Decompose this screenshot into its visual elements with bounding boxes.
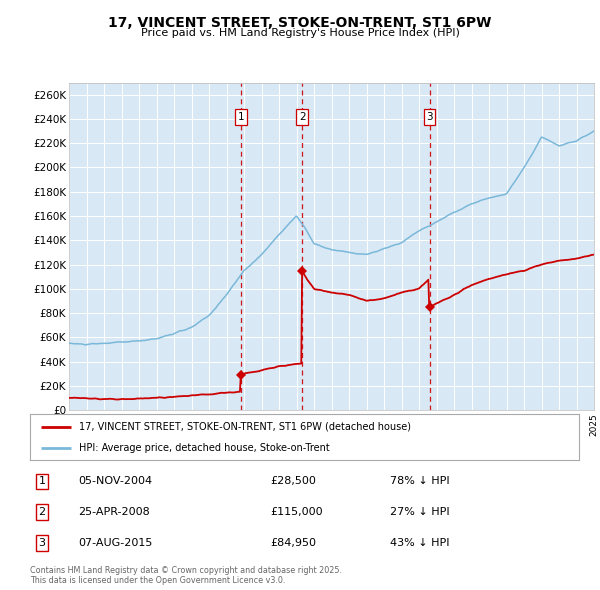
Text: 17, VINCENT STREET, STOKE-ON-TRENT, ST1 6PW: 17, VINCENT STREET, STOKE-ON-TRENT, ST1 … bbox=[109, 16, 491, 30]
Text: Contains HM Land Registry data © Crown copyright and database right 2025.
This d: Contains HM Land Registry data © Crown c… bbox=[30, 566, 342, 585]
Text: £115,000: £115,000 bbox=[270, 507, 323, 517]
Text: 05-NOV-2004: 05-NOV-2004 bbox=[78, 477, 152, 486]
Text: 07-AUG-2015: 07-AUG-2015 bbox=[78, 538, 152, 548]
Text: 3: 3 bbox=[426, 112, 433, 122]
Text: 3: 3 bbox=[38, 538, 46, 548]
Text: 78% ↓ HPI: 78% ↓ HPI bbox=[390, 477, 449, 486]
Text: 43% ↓ HPI: 43% ↓ HPI bbox=[390, 538, 449, 548]
Text: £84,950: £84,950 bbox=[270, 538, 316, 548]
Text: 27% ↓ HPI: 27% ↓ HPI bbox=[390, 507, 449, 517]
Text: 17, VINCENT STREET, STOKE-ON-TRENT, ST1 6PW (detached house): 17, VINCENT STREET, STOKE-ON-TRENT, ST1 … bbox=[79, 422, 412, 432]
Text: £28,500: £28,500 bbox=[270, 477, 316, 486]
Text: 1: 1 bbox=[238, 112, 245, 122]
Text: HPI: Average price, detached house, Stoke-on-Trent: HPI: Average price, detached house, Stok… bbox=[79, 442, 330, 453]
Text: 2: 2 bbox=[299, 112, 305, 122]
Text: Price paid vs. HM Land Registry's House Price Index (HPI): Price paid vs. HM Land Registry's House … bbox=[140, 28, 460, 38]
Text: 1: 1 bbox=[38, 477, 46, 486]
Text: 2: 2 bbox=[38, 507, 46, 517]
Text: 25-APR-2008: 25-APR-2008 bbox=[78, 507, 150, 517]
